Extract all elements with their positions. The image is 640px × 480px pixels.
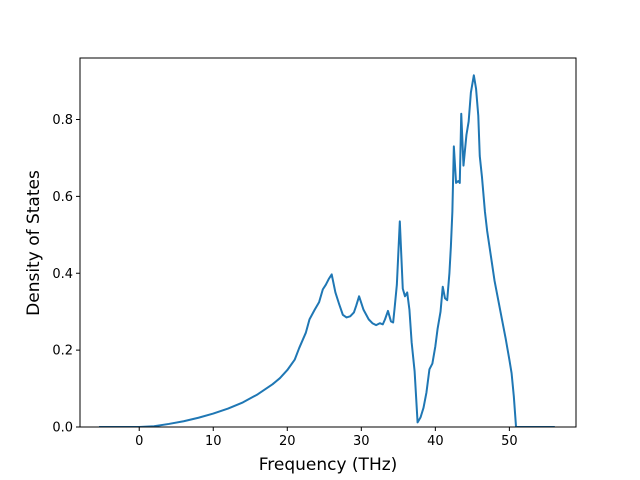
x-tick-label: 30 — [353, 434, 370, 449]
y-tick-label: 0.4 — [52, 267, 73, 282]
y-tick-label: 0.8 — [52, 113, 73, 128]
y-axis-label: Density of States — [24, 170, 44, 316]
series-line-0 — [98, 74, 555, 427]
y-tick-label: 0.6 — [52, 190, 73, 205]
x-tick-label: 50 — [501, 434, 518, 449]
y-tick-label: 0.0 — [52, 421, 73, 436]
x-tick-label: 40 — [427, 434, 444, 449]
x-tick-label: 20 — [279, 434, 296, 449]
axes-frame — [79, 57, 577, 428]
x-axis-label: Frequency (THz) — [259, 455, 398, 475]
x-tick-label: 10 — [205, 434, 222, 449]
y-tick-label: 0.2 — [52, 344, 73, 359]
axes: 0 10 20 30 40 50 0.0 0.2 0.4 0.6 0.8 — [52, 57, 577, 449]
x-tick-label: 0 — [135, 434, 143, 449]
plot-area — [98, 74, 555, 427]
